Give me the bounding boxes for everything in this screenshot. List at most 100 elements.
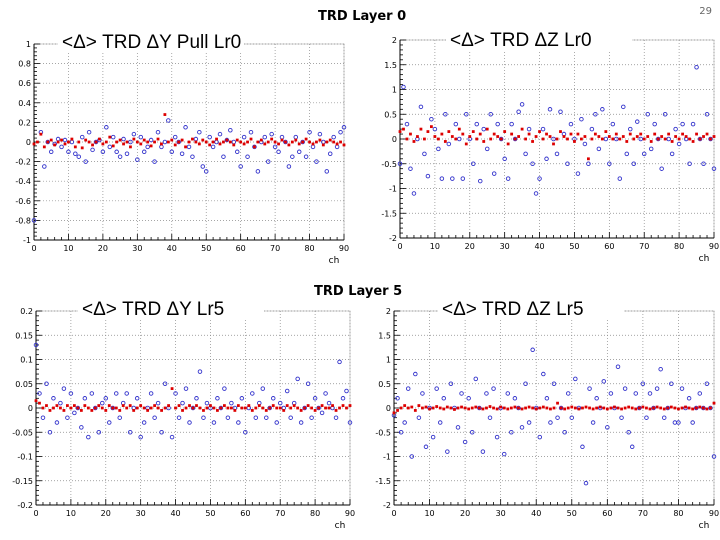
data-point-blue <box>512 396 518 401</box>
data-point-red <box>660 135 664 138</box>
data-point-red <box>413 409 417 412</box>
data-point-red <box>48 409 52 412</box>
data-point-red <box>527 405 531 409</box>
data-point-red <box>570 405 574 409</box>
data-point-blue <box>221 154 226 159</box>
data-point-blue <box>404 121 410 127</box>
data-point-red <box>652 406 655 410</box>
data-point-red <box>299 409 303 412</box>
data-point-blue <box>491 386 496 391</box>
data-point-blue <box>319 410 325 416</box>
y-tick-label: 2 <box>392 36 397 45</box>
data-point-blue <box>100 149 106 155</box>
data-point-blue <box>255 169 261 174</box>
data-point-blue <box>331 134 336 140</box>
data-point-blue <box>65 415 70 420</box>
data-point-red <box>691 407 695 411</box>
data-point-blue <box>238 164 243 169</box>
data-point-blue <box>666 136 671 142</box>
data-point-red <box>552 142 555 146</box>
y-tick-label: -1.5 <box>375 477 391 486</box>
x-tick-label: 50 <box>569 242 579 251</box>
y-tick-label: -2 <box>389 234 397 243</box>
data-point-red <box>233 409 237 412</box>
data-point-red <box>587 157 590 161</box>
data-point-red <box>235 138 239 142</box>
data-point-red <box>607 135 611 138</box>
data-point-blue <box>708 136 713 142</box>
x-tick-label: 40 <box>531 509 541 518</box>
data-point-red <box>471 130 475 133</box>
data-point-blue <box>662 111 668 117</box>
data-point-red <box>477 406 481 410</box>
data-point-red <box>659 406 663 410</box>
data-point-red <box>184 406 188 410</box>
data-point-red <box>662 407 666 411</box>
data-point-red <box>315 140 318 144</box>
data-point-blue <box>669 381 674 386</box>
data-point-red <box>460 405 463 409</box>
x-tick-label: 60 <box>604 242 614 251</box>
x-tick-label: 10 <box>63 244 73 253</box>
data-point-blue <box>624 151 630 157</box>
data-point-blue <box>484 146 490 152</box>
data-point-red <box>304 137 308 141</box>
y-tick-label: 0 <box>26 138 31 147</box>
data-point-red <box>338 406 341 410</box>
x-tick-label: 70 <box>638 509 648 518</box>
data-point-red <box>436 137 440 141</box>
data-point-blue <box>565 391 571 396</box>
data-point-blue <box>432 126 438 132</box>
y-tick-label: -0.1 <box>17 453 33 462</box>
chart-title-box <box>78 298 264 320</box>
data-point-red <box>677 407 680 411</box>
data-point-blue <box>573 376 578 382</box>
data-point-blue <box>533 191 539 196</box>
data-point-blue <box>558 405 564 411</box>
data-point-blue <box>409 454 415 459</box>
data-point-red <box>290 140 294 144</box>
data-point-red <box>591 407 595 411</box>
data-point-blue <box>644 415 649 420</box>
data-point-blue <box>90 147 95 153</box>
data-point-blue <box>103 396 109 401</box>
data-point-blue <box>180 400 185 406</box>
data-point-red <box>545 132 548 136</box>
data-point-red <box>541 405 545 409</box>
data-point-red <box>417 404 421 407</box>
data-point-red <box>339 140 342 144</box>
data-point-red <box>392 411 396 415</box>
data-point-blue <box>148 137 154 143</box>
data-point-blue <box>582 141 588 147</box>
data-point-red <box>698 137 702 141</box>
data-point-red <box>712 401 716 405</box>
data-point-blue <box>141 420 147 425</box>
data-point-blue <box>654 386 660 391</box>
data-point-red <box>222 140 225 144</box>
data-point-blue <box>173 391 178 396</box>
data-point-blue <box>551 136 556 142</box>
data-point-blue <box>544 396 550 401</box>
data-point-blue <box>460 176 466 181</box>
plot-dy-lr5: 0 10 20 30 40 50 60 70 80 90 -0.2 -0.15 -0.1 -0.05 0 0.… <box>0 297 356 533</box>
data-point-red <box>142 406 146 410</box>
data-point-red <box>139 142 143 146</box>
y-tick-label: -0.2 <box>15 158 31 167</box>
y-tick-label: -0.6 <box>15 197 31 206</box>
data-point-red <box>259 138 263 142</box>
data-point-blue <box>245 154 250 159</box>
data-point-red <box>475 137 479 141</box>
data-point-red <box>646 135 650 138</box>
data-point-blue <box>79 425 84 430</box>
data-point-blue <box>547 107 553 112</box>
data-point-blue <box>586 161 591 166</box>
y-tick-label: 0 <box>392 135 397 144</box>
data-point-red <box>502 406 506 410</box>
data-point-red <box>311 142 315 146</box>
data-point-blue <box>439 176 445 181</box>
data-point-red <box>627 405 631 409</box>
data-point-blue <box>260 386 266 391</box>
data-point-red <box>331 404 334 407</box>
x-tick-label: 30 <box>132 244 142 253</box>
data-point-red <box>313 409 317 412</box>
